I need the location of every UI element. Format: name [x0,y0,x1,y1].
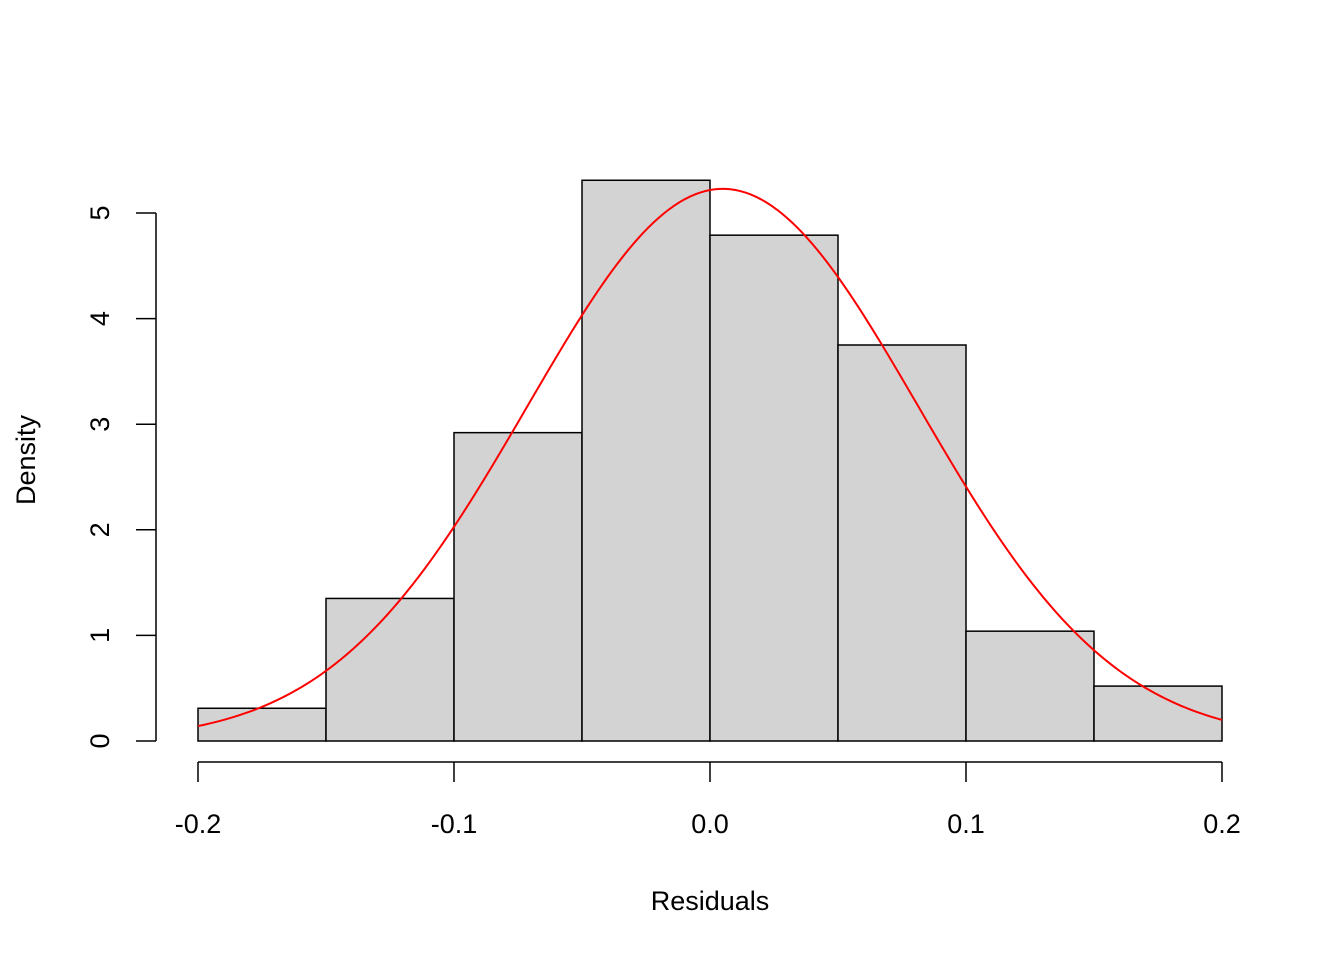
histogram-bar-5 [837,344,967,742]
y-tick-label-3: 3 [85,417,115,432]
y-tick-label-2: 2 [85,522,115,537]
y-tick-label-1: 1 [85,628,115,643]
x-tick-label-1: -0.1 [431,809,478,839]
density-curve [197,187,1223,728]
y-axis-label: Density [11,414,41,505]
x-tick-label-3: 0.1 [947,809,985,839]
x-tick-label-0: -0.2 [175,809,222,839]
x-axis: -0.2 -0.1 0.0 0.1 0.2 [175,761,1241,839]
histogram-bar-2 [453,431,583,742]
y-tick-label-4: 4 [85,311,115,326]
y-tick-label-5: 5 [85,205,115,220]
y-axis: 0 1 2 3 4 5 [85,205,157,749]
x-tick-label-4: 0.2 [1203,809,1241,839]
x-tick-label-2: 0.0 [691,809,729,839]
histogram-bar-3 [581,179,711,742]
histogram-bar-6 [965,630,1095,742]
histogram-bar-4 [709,234,839,742]
y-tick-label-0: 0 [85,733,115,748]
histogram-bar-1 [325,597,455,742]
histogram-bars [197,179,1223,742]
histogram-bar-0 [197,707,327,742]
x-axis-label: Residuals [651,886,770,916]
